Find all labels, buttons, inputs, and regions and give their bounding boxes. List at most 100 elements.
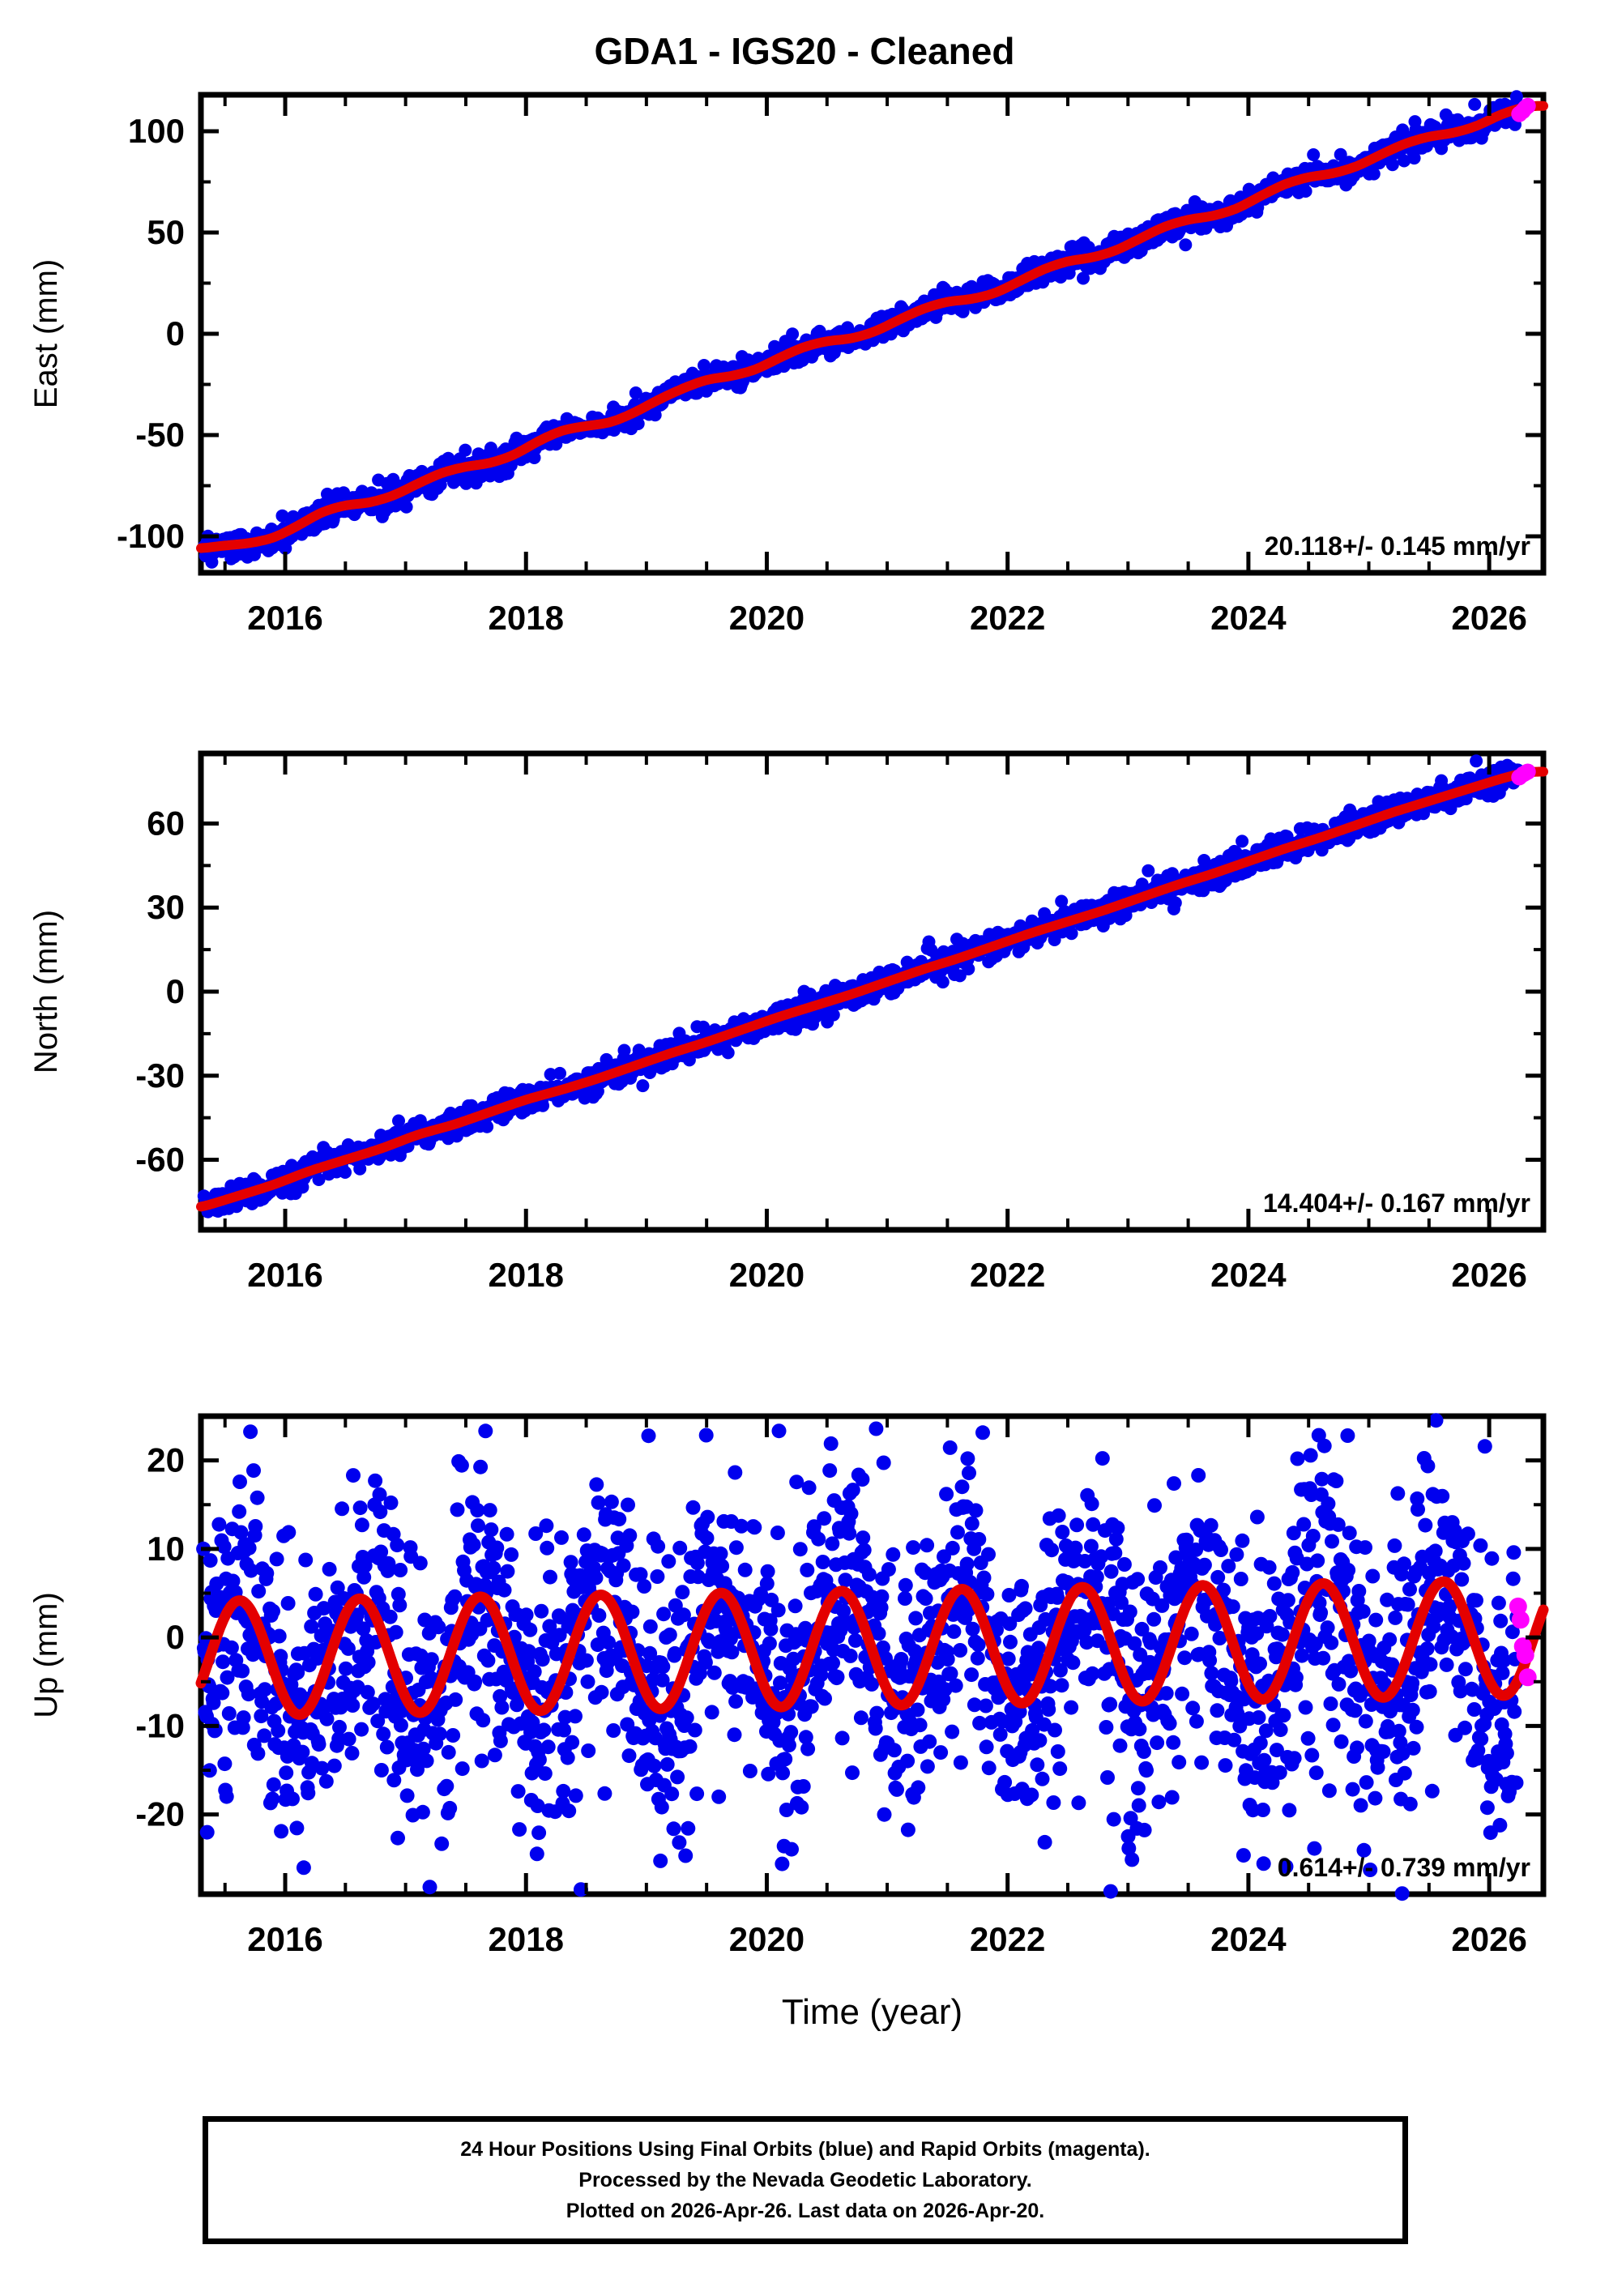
data-point (289, 1820, 305, 1836)
data-point (970, 1650, 985, 1666)
data-point (616, 1558, 631, 1573)
data-point (960, 1451, 975, 1466)
data-point (388, 1624, 403, 1640)
data-point (459, 443, 472, 457)
data-point (682, 1739, 698, 1754)
data-point (274, 1824, 289, 1839)
data-point (898, 1591, 912, 1606)
data-point (647, 1758, 662, 1773)
data-point (1168, 896, 1182, 910)
data-point (473, 1459, 489, 1474)
data-point (621, 1497, 635, 1513)
data-point (441, 1744, 456, 1760)
data-point (565, 1735, 580, 1750)
data-point (661, 1554, 676, 1569)
page-title: GDA1 - IGS20 - Cleaned (594, 30, 1015, 72)
data-point (269, 1551, 284, 1567)
data-point (706, 1665, 722, 1680)
data-point (1116, 1557, 1132, 1572)
rate-annotation-north: 14.404+/- 0.167 mm/yr (1263, 1189, 1530, 1218)
data-point (523, 1622, 538, 1637)
data-point (826, 1655, 840, 1671)
data-point (1136, 1744, 1151, 1759)
data-point (650, 1569, 665, 1584)
data-point (568, 1709, 583, 1724)
data-point (1151, 1795, 1167, 1810)
data-point (1103, 1564, 1119, 1579)
data-point (354, 1722, 369, 1737)
data-point (912, 1718, 928, 1733)
data-point (976, 1570, 992, 1585)
data-point (933, 1745, 949, 1760)
data-point (531, 1752, 547, 1767)
data-point (489, 1540, 505, 1556)
data-point (1468, 97, 1482, 111)
data-point (232, 1504, 247, 1519)
data-point (1122, 1604, 1137, 1620)
data-point (281, 1525, 297, 1540)
y-axis-label-north: North (mm) (28, 910, 64, 1073)
data-point (687, 1722, 702, 1738)
data-point (825, 1536, 840, 1551)
data-point (1204, 1666, 1219, 1681)
x-tick-label: 2022 (970, 1256, 1045, 1294)
data-point (1077, 271, 1090, 285)
data-point (1131, 1798, 1146, 1813)
data-point (561, 1803, 577, 1819)
data-point (345, 1698, 361, 1713)
data-point (1110, 1521, 1125, 1535)
data-point (1172, 1755, 1187, 1770)
data-point (727, 1727, 742, 1743)
data-point (386, 1773, 402, 1788)
data-point (1184, 1626, 1199, 1641)
data-point (945, 1540, 960, 1556)
data-point (448, 1692, 463, 1707)
data-point (804, 1699, 819, 1714)
data-point (800, 1741, 816, 1756)
rate-annotation-east: 20.118+/- 0.145 mm/yr (1265, 531, 1530, 561)
data-point (953, 1755, 968, 1770)
data-point (992, 1726, 1008, 1742)
data-point (886, 1743, 902, 1758)
data-point (539, 1518, 554, 1534)
data-point (597, 1786, 612, 1801)
data-point (308, 1586, 323, 1602)
data-point (250, 1746, 266, 1761)
data-point (250, 1490, 265, 1505)
data-point (580, 1674, 595, 1689)
data-point (978, 1698, 993, 1713)
data-point (339, 1166, 352, 1179)
data-point (698, 359, 711, 372)
data-point (434, 1836, 450, 1851)
data-point (1202, 1653, 1218, 1668)
data-point (392, 1114, 405, 1128)
data-point (711, 1789, 727, 1804)
data-point (1470, 754, 1483, 768)
data-point (391, 1830, 405, 1846)
data-point (314, 1760, 330, 1776)
data-point (354, 1517, 369, 1533)
y-tick-label: 0 (166, 314, 185, 352)
data-point (203, 1553, 218, 1568)
data-point (962, 962, 975, 975)
x-tick-label: 2024 (1210, 1256, 1287, 1294)
data-point (911, 1780, 926, 1795)
data-point (554, 1530, 569, 1545)
data-point (236, 1710, 251, 1726)
data-point (540, 1739, 556, 1755)
data-point (399, 1788, 415, 1803)
data-point (536, 1722, 552, 1738)
data-point (900, 1822, 915, 1837)
data-point (1229, 1547, 1244, 1562)
data-point (221, 1706, 237, 1721)
data-point (678, 1848, 694, 1863)
data-point (257, 1682, 272, 1697)
data-point (763, 1621, 779, 1637)
data-point (497, 1582, 512, 1598)
data-point (713, 1546, 728, 1561)
data-point (622, 1528, 638, 1543)
data-point (1218, 1758, 1233, 1773)
data-point (1162, 1716, 1177, 1731)
data-point (199, 1824, 215, 1840)
